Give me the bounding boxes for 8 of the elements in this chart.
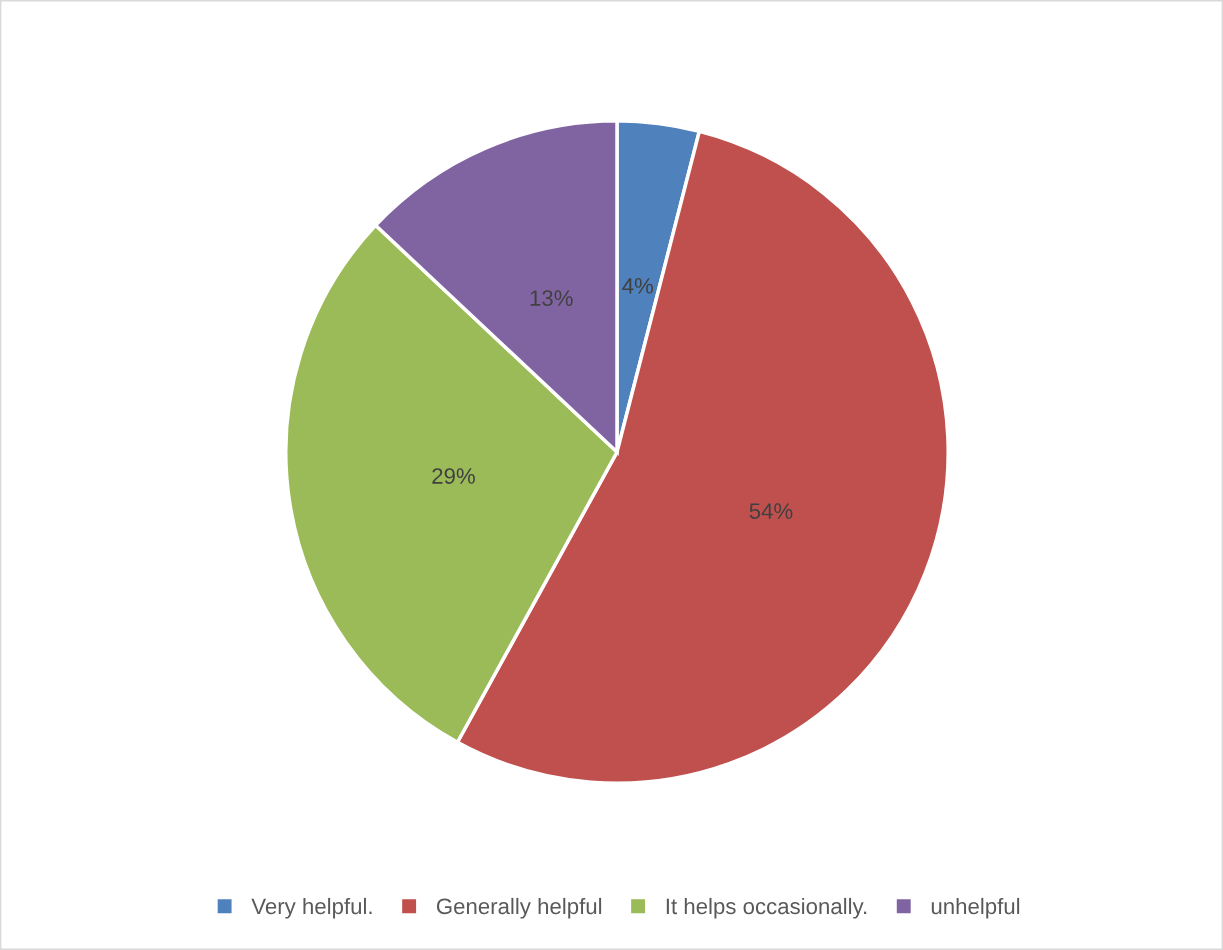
data-label: 54% (749, 503, 793, 519)
legend-label: unhelpful (931, 897, 1020, 919)
legend-label: It helps occasionally. (666, 897, 867, 919)
data-label: 29% (432, 468, 475, 484)
legend-label: Generally helpful (436, 897, 602, 919)
data-label: 13% (530, 290, 573, 306)
legend-label: Very helpful. (251, 897, 372, 919)
data-label: 4% (622, 278, 654, 294)
